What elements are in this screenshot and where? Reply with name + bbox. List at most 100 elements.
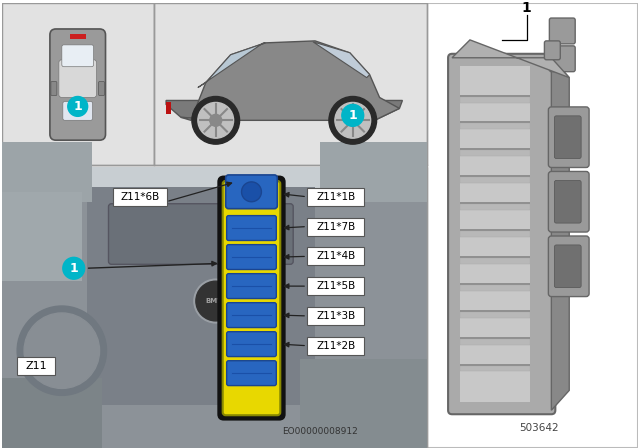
Text: Z11*3B: Z11*3B [316, 311, 355, 321]
Circle shape [192, 96, 239, 144]
FancyBboxPatch shape [227, 215, 276, 241]
Bar [460, 366, 529, 371]
Text: Z11: Z11 [25, 361, 47, 370]
Circle shape [210, 114, 221, 126]
Bar [86, 187, 315, 405]
Bar [460, 95, 529, 97]
Bar [3, 167, 428, 448]
Polygon shape [181, 41, 399, 121]
Bar [3, 192, 82, 281]
Bar [3, 142, 92, 202]
Text: Z11*6B: Z11*6B [121, 192, 160, 202]
Circle shape [24, 313, 100, 388]
FancyBboxPatch shape [554, 116, 581, 159]
Circle shape [241, 182, 261, 202]
Circle shape [347, 114, 359, 126]
FancyBboxPatch shape [51, 82, 57, 95]
Circle shape [329, 96, 376, 144]
Text: 1: 1 [74, 100, 82, 113]
FancyBboxPatch shape [99, 82, 104, 95]
FancyBboxPatch shape [548, 107, 589, 168]
FancyBboxPatch shape [545, 41, 560, 60]
Bar [3, 379, 102, 448]
Bar [460, 310, 529, 312]
Bar [166, 103, 171, 114]
Bar [154, 3, 428, 165]
FancyBboxPatch shape [549, 18, 575, 44]
Bar [460, 285, 529, 291]
Bar [3, 167, 428, 197]
Bar [3, 3, 154, 165]
Text: 1: 1 [69, 262, 78, 275]
FancyBboxPatch shape [554, 245, 581, 288]
FancyBboxPatch shape [62, 45, 93, 67]
Polygon shape [166, 100, 403, 121]
FancyBboxPatch shape [307, 218, 364, 236]
Bar [460, 151, 529, 156]
Text: Z11*7B: Z11*7B [316, 222, 355, 232]
Bar [460, 97, 529, 103]
FancyBboxPatch shape [50, 29, 106, 140]
Circle shape [68, 96, 88, 116]
Bar [460, 363, 529, 366]
FancyBboxPatch shape [17, 357, 55, 375]
Text: Z11*5B: Z11*5B [316, 281, 355, 291]
Text: Z11*4B: Z11*4B [316, 251, 355, 261]
FancyBboxPatch shape [227, 361, 276, 386]
FancyBboxPatch shape [227, 274, 276, 298]
FancyBboxPatch shape [113, 188, 167, 206]
Circle shape [63, 257, 84, 279]
Bar [460, 283, 529, 285]
Text: EO00000008912: EO00000008912 [282, 427, 358, 436]
Bar [70, 34, 86, 39]
FancyBboxPatch shape [548, 172, 589, 232]
FancyBboxPatch shape [226, 175, 277, 209]
FancyBboxPatch shape [307, 247, 364, 265]
FancyBboxPatch shape [227, 332, 276, 357]
Text: 503642: 503642 [520, 423, 559, 433]
Bar [460, 231, 529, 237]
Bar [460, 229, 529, 231]
FancyBboxPatch shape [307, 188, 364, 206]
Bar [460, 336, 529, 339]
Bar [460, 312, 529, 318]
Bar [460, 124, 529, 129]
Text: 1: 1 [522, 1, 531, 15]
Bar [460, 339, 529, 345]
Bar [320, 142, 428, 202]
Text: 1: 1 [348, 109, 357, 122]
FancyBboxPatch shape [307, 277, 364, 295]
Bar [460, 258, 529, 264]
Bar [460, 175, 529, 177]
FancyBboxPatch shape [227, 245, 276, 270]
FancyBboxPatch shape [307, 307, 364, 325]
Circle shape [342, 104, 364, 126]
Circle shape [194, 279, 237, 323]
Polygon shape [452, 40, 569, 78]
Bar [300, 359, 428, 448]
FancyBboxPatch shape [549, 46, 575, 72]
Bar [460, 148, 529, 151]
FancyBboxPatch shape [448, 54, 556, 414]
FancyBboxPatch shape [59, 60, 97, 98]
Text: Z11*2B: Z11*2B [316, 341, 355, 351]
Circle shape [335, 103, 371, 138]
Text: Z11*1B: Z11*1B [316, 192, 355, 202]
FancyBboxPatch shape [109, 204, 293, 264]
FancyBboxPatch shape [223, 181, 280, 415]
Polygon shape [198, 43, 266, 87]
FancyBboxPatch shape [307, 337, 364, 355]
Bar [460, 202, 529, 204]
Bar [460, 177, 529, 183]
FancyBboxPatch shape [63, 101, 93, 121]
Circle shape [17, 306, 106, 396]
Bar [460, 256, 529, 258]
Bar [460, 204, 529, 210]
Text: BMW: BMW [206, 298, 226, 304]
Circle shape [196, 281, 236, 321]
Polygon shape [552, 58, 569, 410]
Bar [3, 167, 428, 448]
FancyBboxPatch shape [554, 181, 581, 223]
FancyBboxPatch shape [219, 177, 284, 419]
FancyBboxPatch shape [548, 236, 589, 297]
